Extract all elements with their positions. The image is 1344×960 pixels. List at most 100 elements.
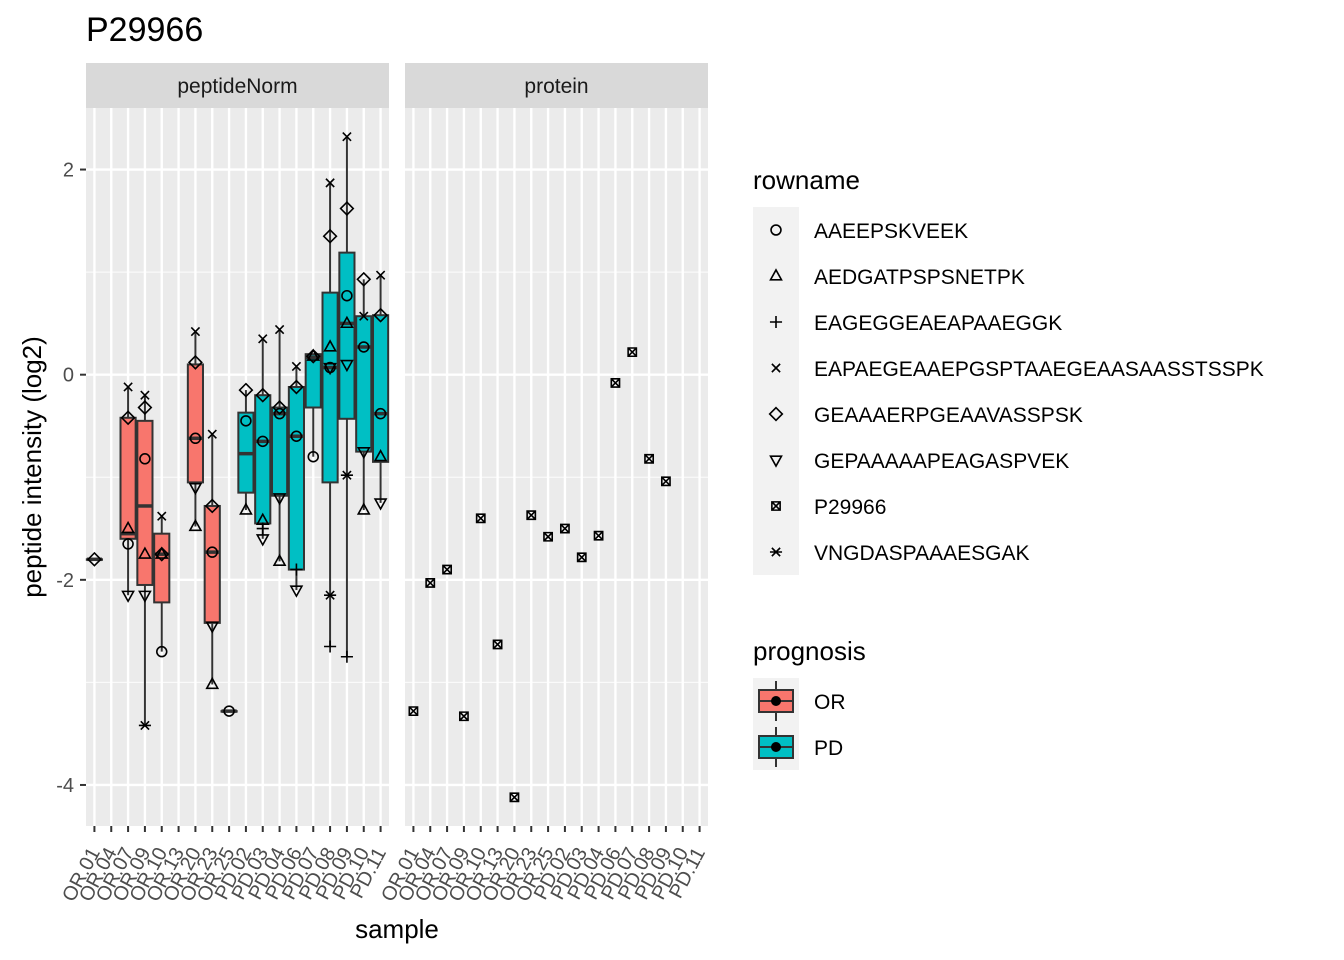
point-cross: [190, 326, 201, 337]
point-square-cross: [644, 453, 655, 464]
point-triangle-down: [323, 362, 337, 376]
point-square-cross: [660, 476, 671, 487]
legend-item-rowname: AAEEPSKVEEK: [770, 220, 968, 243]
point-diamond: [272, 400, 288, 415]
point-diamond: [86, 551, 102, 567]
chart-title: P29966: [86, 11, 203, 49]
facet-panel-peptideNorm: peptideNormOR.01OR.04OR.07OR.09OR.10OR.1…: [58, 63, 391, 905]
facet-strip-label: peptideNorm: [177, 75, 297, 98]
point-triangle-up: [306, 348, 321, 361]
facet-strip-label: protein: [524, 75, 588, 98]
point-triangle-down: [373, 498, 388, 511]
point-asterisk: [138, 720, 151, 731]
point-cross: [274, 324, 285, 335]
point-diamond: [356, 271, 372, 287]
legend-key-square-cross: [771, 501, 781, 511]
box-OR.07: [119, 386, 137, 596]
point-diamond: [154, 546, 170, 562]
box-PD.06: [287, 366, 305, 591]
point-square-cross: [593, 530, 604, 541]
legend-title-rowname: rowname: [753, 165, 860, 195]
point-cross: [258, 334, 268, 344]
point-asterisk: [340, 470, 353, 480]
point-cross: [140, 390, 150, 400]
point-cross: [325, 178, 335, 188]
point-circle: [156, 645, 168, 658]
point-square-cross: [509, 792, 520, 803]
point-triangle-up: [154, 546, 169, 559]
point-triangle-up: [356, 502, 371, 515]
point-triangle-down: [289, 585, 304, 598]
point-square-cross: [425, 577, 436, 588]
point-circle: [256, 435, 269, 448]
point-triangle-down: [121, 590, 135, 603]
point-diamond: [204, 498, 220, 514]
point-diamond: [255, 387, 271, 403]
point-cross: [157, 511, 167, 521]
legend-item-rowname: GEAAAERPGEAAVASSPSK: [768, 404, 1083, 427]
point-circle: [374, 407, 387, 420]
legend-item-rowname: P29966: [771, 496, 886, 519]
legend-label: AAEEPSKVEEK: [814, 220, 968, 243]
legend-key-point: [771, 742, 781, 752]
y-tick-label: 0: [63, 365, 74, 387]
point-diamond: [305, 348, 321, 364]
point-triangle-down: [340, 359, 354, 373]
point-triangle-up: [323, 339, 337, 352]
box-body: [254, 394, 272, 525]
legend-label: GEPAAAAAPEAGASPVEK: [814, 450, 1069, 473]
point-triangle-down: [356, 446, 371, 460]
box-PD.04: [271, 329, 289, 562]
point-diamond: [339, 201, 355, 216]
box-body: [203, 504, 221, 624]
point-square-cross: [559, 523, 570, 534]
point-diamond: [120, 410, 136, 426]
point-square-cross: [610, 377, 621, 388]
box-PD.02: [237, 390, 255, 511]
point-square-cross: [442, 564, 453, 575]
legend-item-rowname: GEPAAAAAPEAGASPVEK: [769, 450, 1069, 473]
legend-item-rowname: VNGDASPAAAESGAK: [769, 542, 1030, 565]
legend-key-asterisk: [769, 547, 783, 557]
point-plus: [290, 563, 303, 576]
box-body: [372, 314, 390, 463]
box-body: [304, 353, 322, 409]
legend-item-prognosis: OR: [753, 678, 846, 724]
point-square-cross: [458, 711, 469, 722]
point-plus: [324, 640, 337, 653]
box-body: [355, 315, 373, 453]
box-PD.07: [304, 353, 322, 457]
facet-panel-protein: proteinOR.01OR.04OR.07OR.09OR.10OR.13OR.…: [377, 63, 710, 905]
point-triangle-up: [373, 449, 388, 462]
y-tick-label: -2: [56, 570, 74, 592]
point-circle: [273, 407, 286, 420]
point-square-cross: [543, 531, 554, 542]
x-axis-title: sample: [355, 914, 439, 944]
point-diamond: [373, 307, 389, 323]
point-square-cross: [475, 513, 486, 524]
point-plus: [256, 522, 269, 535]
y-tick-label: -4: [56, 775, 74, 797]
legend-label: VNGDASPAAAESGAK: [814, 542, 1030, 565]
point-plus: [340, 650, 353, 663]
point-triangle-up: [205, 676, 220, 690]
point-triangle-up: [188, 518, 203, 532]
box-body: [321, 291, 339, 484]
facet-strip: [86, 63, 389, 108]
point-circle: [189, 432, 202, 445]
point-circle: [223, 705, 235, 717]
box-OR.20: [186, 331, 204, 527]
point-triangle-up: [340, 315, 354, 329]
point-circle: [240, 415, 252, 427]
legend-label: GEAAAERPGEAAVASSPSK: [814, 404, 1083, 427]
point-triangle-down: [272, 493, 287, 506]
legend-item-rowname: EAPAEGEAAEPGSPTAAEGEAASAASSTSSPK: [771, 358, 1264, 381]
point-square-cross: [576, 552, 587, 563]
legend-key-cross: [771, 363, 781, 373]
point-circle: [341, 289, 353, 302]
legend-key-triangle-down: [769, 455, 783, 468]
point-circle: [206, 546, 219, 558]
box-PD.09: [338, 136, 356, 657]
point-diamond: [322, 228, 338, 244]
